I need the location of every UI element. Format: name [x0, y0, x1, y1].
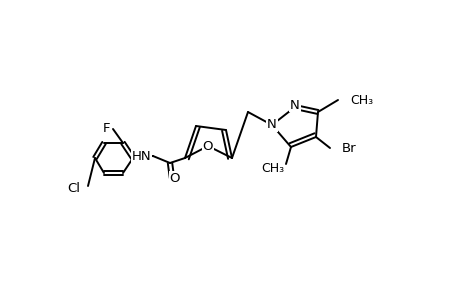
Text: F: F: [102, 122, 110, 136]
Text: O: O: [202, 140, 213, 152]
Text: O: O: [169, 172, 180, 184]
Text: CH₃: CH₃: [349, 94, 372, 106]
Text: Cl: Cl: [67, 182, 80, 194]
Text: N: N: [267, 118, 276, 131]
Text: HN: HN: [131, 149, 151, 163]
Text: Br: Br: [341, 142, 356, 154]
Text: CH₃: CH₃: [260, 161, 283, 175]
Text: N: N: [290, 98, 299, 112]
